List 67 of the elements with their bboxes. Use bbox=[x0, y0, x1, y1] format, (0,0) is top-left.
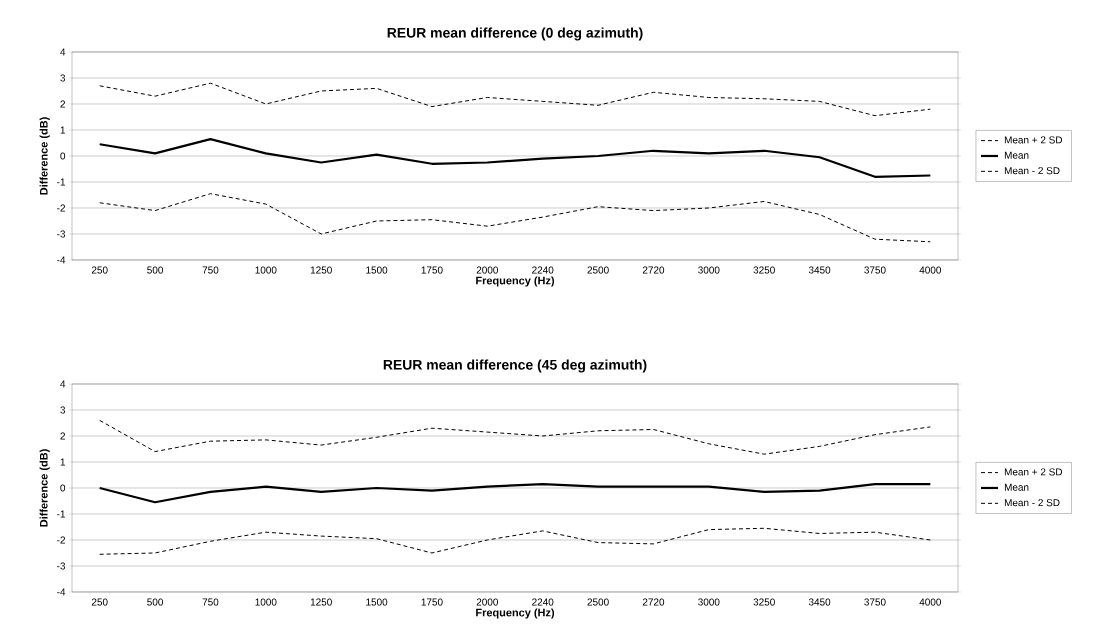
x-tick-label: 2720 bbox=[642, 266, 665, 274]
x-tick-label: 250 bbox=[91, 598, 108, 606]
legend-label: Mean + 2 SD bbox=[1004, 136, 1063, 144]
line-series bbox=[98, 137, 932, 178]
y-axis-title: Difference (dB) bbox=[39, 117, 50, 195]
line-series bbox=[99, 193, 931, 243]
y-tick-label: 2 bbox=[60, 100, 66, 108]
x-tick-label: 3250 bbox=[753, 598, 775, 606]
x-tick-label: 250 bbox=[91, 266, 108, 274]
legend-label: Mean + 2 SD bbox=[1004, 468, 1063, 476]
x-tick-label: 3750 bbox=[864, 598, 886, 606]
x-tick-label: 2240 bbox=[532, 598, 554, 606]
x-tick-label: 4000 bbox=[919, 266, 942, 274]
x-tick-label: 750 bbox=[202, 598, 219, 606]
y-tick-label: -2 bbox=[57, 204, 66, 212]
legend-label: Mean bbox=[1004, 151, 1029, 159]
x-tick-label: 3000 bbox=[698, 266, 720, 274]
y-tick-label: 4 bbox=[60, 380, 66, 388]
y-tick-label: 0 bbox=[60, 484, 66, 492]
x-tick-label: 500 bbox=[147, 266, 163, 274]
x-tick-label: 1750 bbox=[421, 598, 443, 606]
x-tick-label: 2000 bbox=[476, 266, 499, 274]
x-tick-label: 3750 bbox=[864, 266, 886, 274]
x-tick-label: 3250 bbox=[753, 266, 775, 274]
chart-title: REUR mean difference (0 deg azimuth) bbox=[387, 27, 643, 41]
x-tick-label: 3450 bbox=[808, 598, 831, 606]
x-axis-title: Frequency (Hz) bbox=[476, 608, 555, 619]
y-tick-label: -1 bbox=[57, 178, 66, 186]
x-tick-label: 500 bbox=[147, 598, 163, 606]
line-series bbox=[99, 82, 931, 117]
line-series bbox=[99, 419, 931, 455]
x-tick-label: 3000 bbox=[698, 598, 720, 606]
y-tick-label: -3 bbox=[57, 562, 66, 570]
x-tick-label: 2500 bbox=[587, 266, 609, 274]
y-tick-label: 3 bbox=[60, 406, 66, 414]
x-tick-label: 3450 bbox=[808, 266, 831, 274]
x-tick-label: 1000 bbox=[255, 266, 277, 274]
y-tick-label: -2 bbox=[57, 536, 66, 544]
y-tick-label: 0 bbox=[60, 152, 66, 160]
x-tick-label: 1750 bbox=[421, 266, 443, 274]
y-axis-title: Difference (dB) bbox=[39, 449, 50, 527]
x-tick-label: 2720 bbox=[642, 598, 665, 606]
legend-label: Mean - 2 SD bbox=[1004, 167, 1060, 175]
chart-title: REUR mean difference (45 deg azimuth) bbox=[383, 359, 647, 373]
y-tick-label: 1 bbox=[60, 126, 66, 134]
legend-label: Mean bbox=[1004, 483, 1029, 491]
x-tick-label: 2000 bbox=[476, 598, 499, 606]
y-tick-label: -3 bbox=[57, 230, 66, 238]
y-tick-label: -4 bbox=[57, 256, 66, 264]
x-tick-label: 750 bbox=[202, 266, 219, 274]
x-tick-label: 1250 bbox=[310, 266, 332, 274]
x-tick-label: 2500 bbox=[587, 598, 609, 606]
x-tick-label: 1000 bbox=[255, 598, 277, 606]
y-tick-label: 1 bbox=[60, 458, 66, 466]
x-tick-label: 2240 bbox=[532, 266, 554, 274]
y-tick-label: 4 bbox=[60, 48, 66, 56]
x-tick-label: 1500 bbox=[366, 598, 388, 606]
y-tick-label: -1 bbox=[57, 510, 66, 518]
x-tick-label: 1250 bbox=[310, 598, 332, 606]
x-tick-label: 1500 bbox=[366, 266, 388, 274]
y-tick-label: 3 bbox=[60, 74, 66, 82]
x-axis-title: Frequency (Hz) bbox=[476, 276, 555, 287]
x-tick-label: 4000 bbox=[919, 598, 942, 606]
y-tick-label: -4 bbox=[57, 588, 66, 596]
line-series bbox=[99, 527, 931, 555]
legend-label: Mean - 2 SD bbox=[1004, 499, 1060, 507]
y-tick-label: 2 bbox=[60, 432, 66, 440]
